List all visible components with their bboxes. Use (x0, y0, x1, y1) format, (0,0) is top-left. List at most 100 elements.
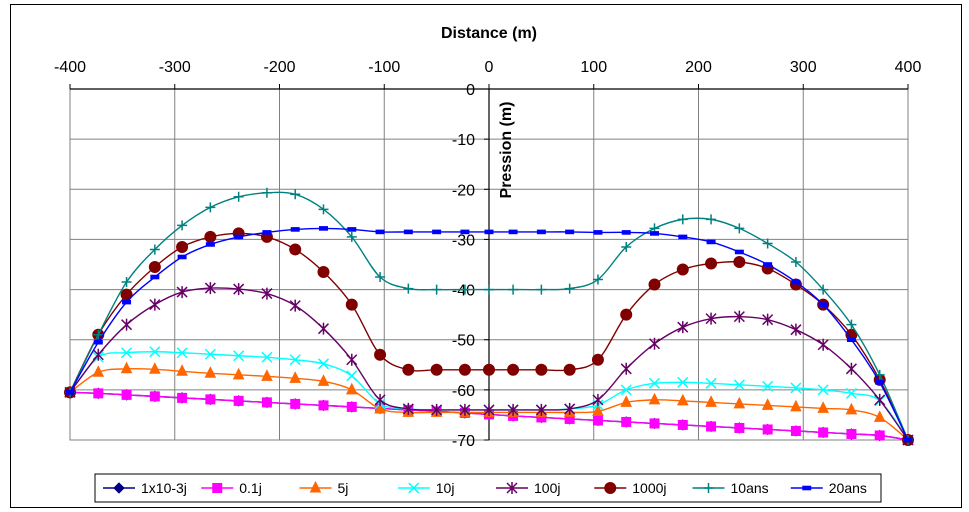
legend-label-5j: 5j (338, 480, 349, 496)
data-point-100j (289, 299, 301, 312)
data-point-20ans (650, 231, 660, 236)
data-point-5j (648, 392, 661, 405)
series-100j (64, 282, 914, 446)
data-point-10ans (177, 220, 188, 231)
series-layer (64, 187, 914, 446)
data-point-10ans (375, 272, 386, 283)
data-point-0-1j (261, 397, 272, 408)
legend-entry-100j: 100j (496, 480, 560, 496)
data-point-100j (483, 403, 495, 416)
data-point-10ans (706, 214, 717, 225)
data-point-100j (346, 353, 358, 366)
x-tick-label: 300 (790, 59, 817, 76)
data-point-10ans (564, 283, 575, 294)
data-point-20ans (150, 274, 160, 280)
legend-label-20ans: 20ans (829, 480, 867, 496)
data-point-5j (620, 395, 633, 407)
data-point-10ans (121, 277, 132, 288)
legend-marker-10j (408, 482, 420, 494)
data-point-10j (733, 379, 745, 391)
data-point-10j (677, 376, 689, 388)
x-tick-label: -300 (159, 59, 191, 76)
data-point-20ans (177, 254, 187, 260)
data-point-10j (121, 347, 133, 359)
data-point-20ans (763, 262, 773, 267)
data-point-20ans (262, 230, 272, 235)
data-point-5j (705, 395, 717, 407)
data-point-20ans (93, 339, 103, 345)
data-point-20ans (706, 239, 716, 245)
legend-label-10j: 10j (436, 480, 455, 496)
data-point-100j (317, 322, 330, 335)
data-point-0-1j (818, 427, 829, 438)
axes (69, 84, 909, 441)
data-point-0-1j (762, 424, 773, 435)
legend-entry-1000j: 1000j (594, 480, 667, 496)
legend-marker-5j (309, 480, 322, 493)
data-point-5j (790, 399, 802, 412)
data-point-10ans (592, 274, 603, 285)
series-20ans (65, 226, 913, 443)
data-point-20ans (65, 390, 75, 395)
data-point-0-1j (734, 422, 745, 433)
data-point-5j (120, 361, 133, 374)
data-point-1000j (402, 363, 415, 376)
data-point-10j (817, 384, 829, 396)
data-point-10ans (346, 231, 357, 242)
data-point-10ans (318, 204, 329, 215)
data-point-100j (261, 287, 273, 300)
data-point-10ans (205, 202, 216, 213)
data-point-5j (845, 402, 858, 415)
y-tick-label: -10 (452, 132, 475, 149)
data-point-5j (676, 393, 689, 406)
data-point-20ans (318, 226, 328, 231)
data-point-20ans (621, 230, 631, 235)
data-point-0-1j (846, 428, 857, 439)
x-tick-label: 0 (485, 59, 494, 76)
y-tick-label: -50 (452, 333, 475, 350)
data-point-1000j (289, 243, 302, 256)
data-point-10ans (790, 256, 801, 267)
data-point-10ans (874, 369, 885, 380)
data-point-1000j (507, 363, 520, 376)
data-point-100j (592, 393, 604, 406)
legend-label-10ans: 10ans (731, 480, 769, 496)
data-point-5j (204, 366, 217, 378)
data-point-5j (873, 410, 886, 422)
x-axis-title: Distance (m) (441, 25, 537, 42)
data-point-1000j (483, 363, 495, 376)
legend-marker-100j (506, 482, 518, 494)
data-point-20ans (122, 299, 132, 305)
x-tick-label: 200 (685, 59, 712, 76)
legend-marker-1x10-3j (113, 482, 125, 494)
data-point-10ans (431, 284, 442, 295)
data-point-1000j (374, 348, 387, 361)
data-point-1000j (176, 240, 189, 253)
legend-marker-0-1j (212, 483, 223, 493)
data-point-100j (459, 403, 471, 416)
legend-entry-0-1j: 0.1j (201, 480, 262, 496)
x-tick-label: -200 (263, 59, 295, 76)
legend-entry-10j: 10j (397, 480, 455, 496)
data-point-20ans (678, 234, 688, 240)
data-point-1000j (430, 363, 443, 376)
data-point-5j (592, 404, 604, 416)
data-point-10j (233, 350, 245, 362)
data-point-10j (845, 387, 857, 399)
data-point-0-1j (149, 391, 160, 402)
data-point-100j (507, 403, 519, 416)
data-point-10j (346, 370, 358, 382)
data-point-10ans (459, 284, 470, 295)
data-point-5j (261, 369, 273, 381)
data-point-100j (149, 298, 161, 311)
data-point-1000j (204, 230, 217, 243)
data-point-0-1j (649, 418, 660, 429)
data-point-1000j (733, 255, 746, 268)
y-tick-label: -30 (452, 232, 475, 249)
data-point-1000j (148, 261, 161, 274)
data-point-10ans (403, 283, 414, 294)
data-point-1000j (458, 363, 471, 376)
x-tick-label: -100 (368, 59, 400, 76)
data-point-10ans (536, 284, 547, 295)
